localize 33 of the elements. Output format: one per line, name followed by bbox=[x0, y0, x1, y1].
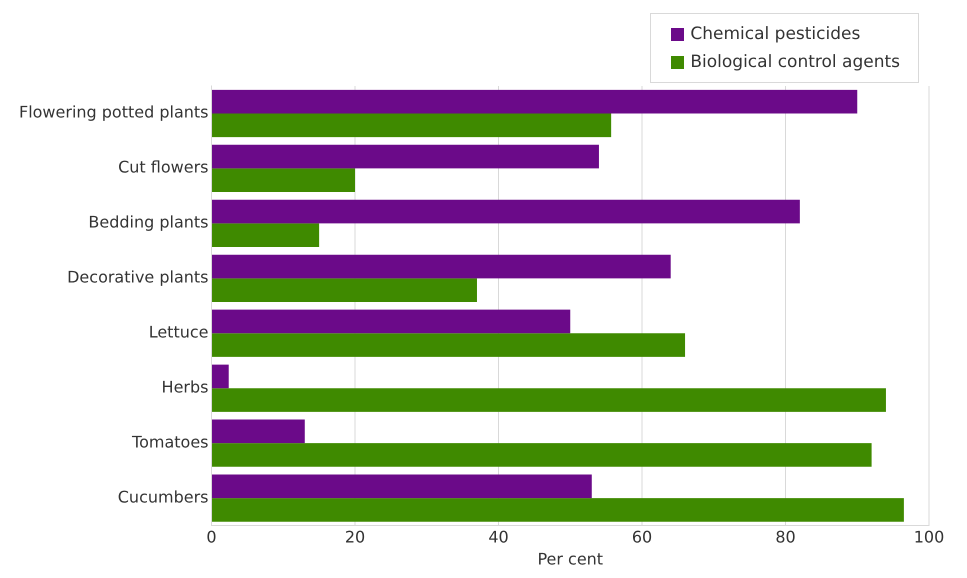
x-tick-label: 100 bbox=[914, 527, 944, 546]
bar bbox=[212, 498, 904, 522]
y-tick-label: Tomatoes bbox=[131, 432, 209, 452]
x-tick-label: 20 bbox=[344, 527, 366, 546]
bar bbox=[212, 90, 858, 114]
x-axis-title: Per cent bbox=[537, 550, 604, 569]
bar bbox=[212, 113, 612, 138]
x-tick-label: 40 bbox=[488, 527, 509, 546]
x-tick-label: 0 bbox=[206, 527, 217, 546]
bar bbox=[212, 144, 599, 168]
bar bbox=[212, 364, 229, 388]
y-tick-label: Flowering potted plants bbox=[18, 102, 209, 122]
y-tick-label: Bedding plants bbox=[88, 212, 209, 232]
bar bbox=[212, 420, 305, 444]
bar bbox=[212, 200, 800, 224]
bar bbox=[212, 310, 570, 334]
y-tick-label: Cut flowers bbox=[118, 158, 209, 177]
bar bbox=[212, 168, 356, 192]
bar bbox=[212, 278, 477, 302]
bar bbox=[212, 443, 872, 467]
x-tick-label: 60 bbox=[632, 527, 652, 546]
bar bbox=[212, 223, 320, 248]
y-tick-label: Herbs bbox=[162, 377, 209, 396]
y-tick-label: Lettuce bbox=[148, 322, 209, 342]
x-tick-label: 80 bbox=[775, 527, 796, 546]
bar bbox=[212, 333, 686, 357]
bar bbox=[212, 474, 592, 498]
legend-label: Chemical pesticides bbox=[690, 23, 860, 46]
legend-label: Biological control agents bbox=[690, 51, 900, 74]
y-tick-label: Cucumbers bbox=[118, 487, 209, 506]
bar bbox=[212, 388, 886, 412]
bar bbox=[212, 254, 671, 278]
y-tick-label: Decorative plants bbox=[67, 267, 209, 286]
